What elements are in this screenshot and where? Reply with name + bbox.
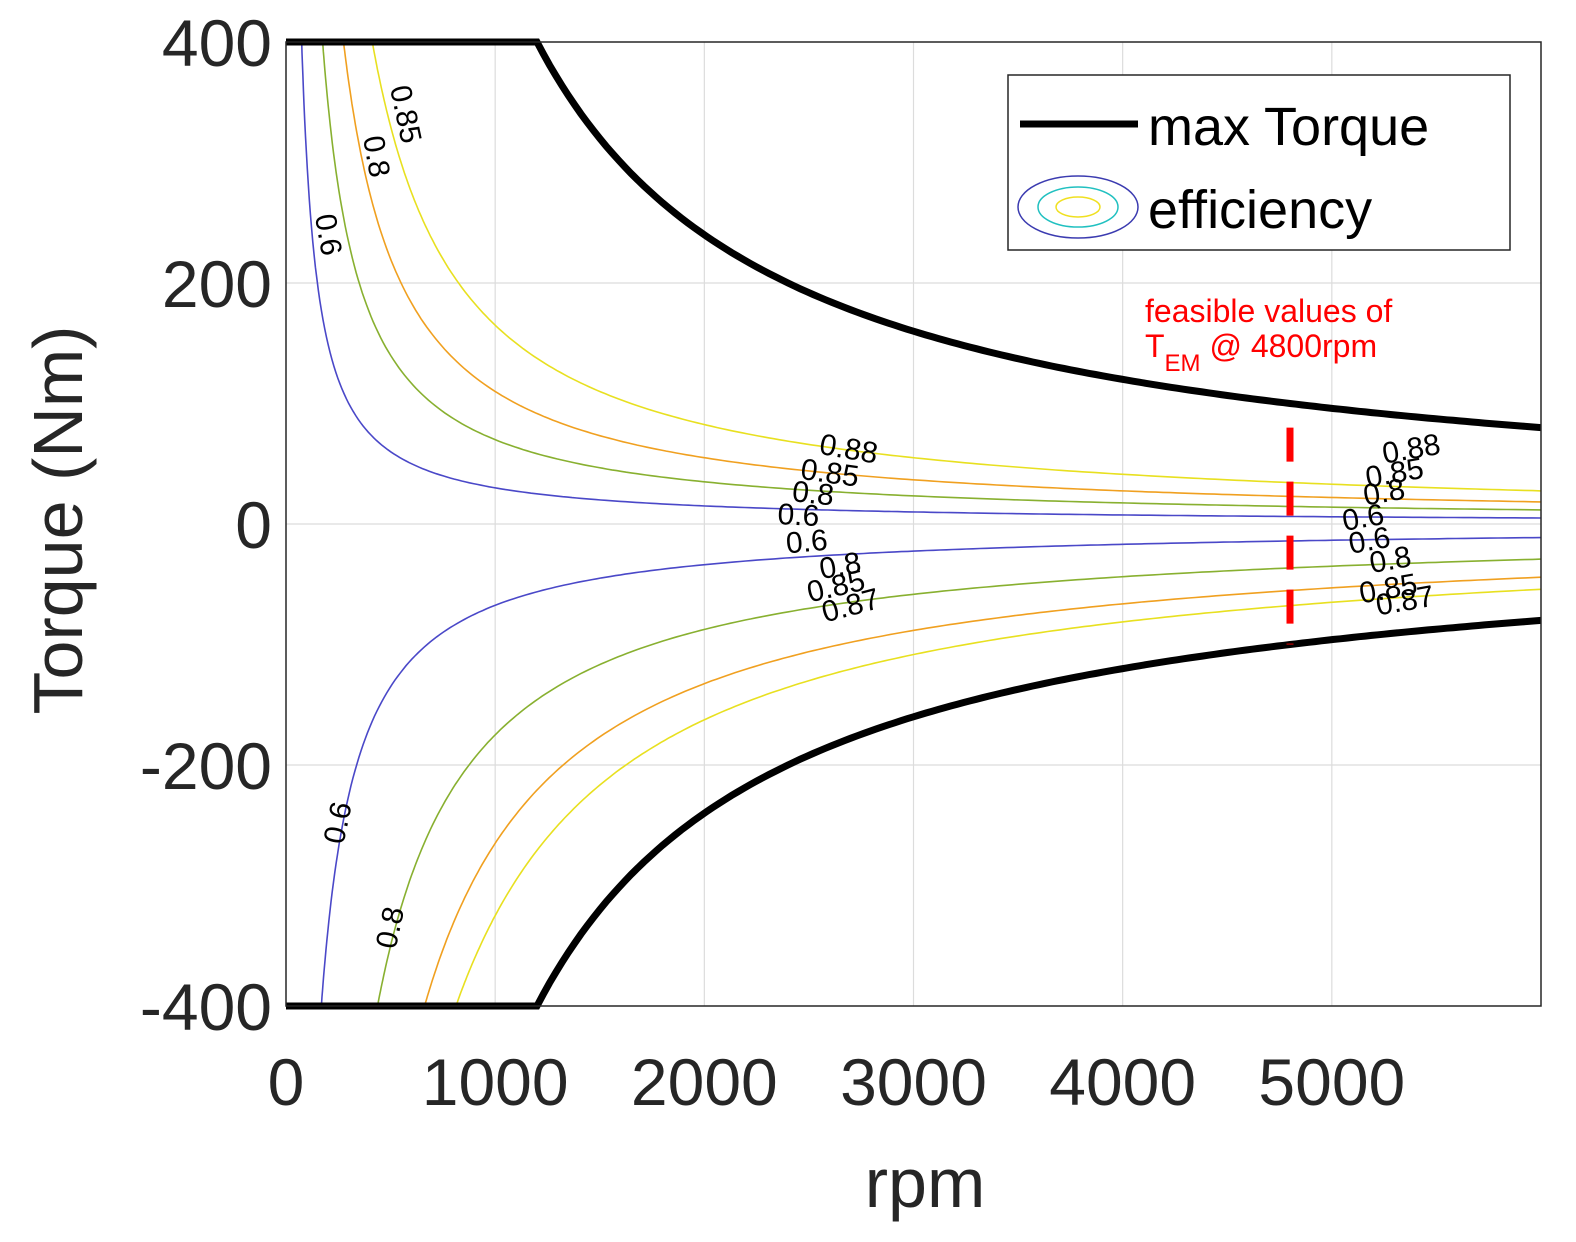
contour-label: 0.6 [777,498,820,533]
contour-label: 0.8 [817,546,864,586]
x-tick-label: 2000 [631,1045,778,1119]
legend-max-torque-label: max Torque [1148,97,1429,157]
contour-label: 0.8 [1361,473,1408,513]
legend: max Torque efficiency [1007,74,1511,251]
max-torque-upper [286,38,1542,432]
x-axis-label: rpm [865,1144,986,1222]
legend-efficiency-label: efficiency [1148,180,1372,240]
contour-label: 0.8 [1367,540,1414,580]
y-tick-label: -400 [140,970,272,1044]
efficiency-contours [300,41,1542,1007]
efficiency-contour-line [320,536,1542,1007]
max-torque-curves [286,38,1542,1010]
legend-contour-inner [1055,196,1101,218]
contour-labels: 0.60.80.850.880.850.80.60.60.80.850.870.… [308,82,1443,951]
annotation: feasible values of TEM @ 4800rpm [1145,293,1392,377]
y-axis-label: Torque (Nm) [19,326,97,715]
y-axis-ticks: -400 -200 0 200 400 [140,6,272,1044]
efficiency-contour-line [342,41,1542,503]
x-axis-ticks: 0 1000 2000 3000 4000 5000 [268,1045,1406,1119]
efficiency-contour-line [371,41,1542,492]
annotation-t-subscript: EM [1165,350,1201,377]
efficiency-contour-line [423,576,1542,1007]
annotation-line2: TEM @ 4800rpm [1145,328,1377,377]
axes-box [285,41,1542,1007]
contour-label: 0.8 [791,475,836,512]
efficiency-contour-line [455,588,1542,1007]
x-tick-label: 0 [268,1045,305,1119]
y-tick-label: 200 [162,247,272,321]
legend-contour-outer [1017,175,1139,239]
legend-contour-middle [1037,186,1119,228]
efficiency-contour-line [321,41,1542,511]
contour-label: 0.6 [308,211,348,258]
efficiency-contour-line [376,558,1542,1007]
x-tick-label: 3000 [840,1045,987,1119]
annotation-t-main: T [1145,328,1165,364]
contour-label: 0.85 [799,453,861,494]
y-tick-label: 0 [235,488,272,562]
annotation-line2-rest: @ 4800rpm [1201,328,1378,364]
legend-efficiency-swatch [1017,175,1139,239]
efficiency-contour-line [300,41,1542,519]
contour-label: 0.8 [356,133,396,180]
legend-box [1007,74,1511,251]
contour-label: 0.6 [785,524,829,561]
max-torque-lower [286,616,1542,1010]
x-tick-label: 1000 [422,1045,569,1119]
x-tick-label: 5000 [1258,1045,1405,1119]
x-tick-label: 4000 [1049,1045,1196,1119]
contour-label: 0.6 [1340,498,1387,538]
y-tick-label: -200 [140,729,272,803]
annotation-line1: feasible values of [1145,293,1392,329]
contour-label: 0.6 [1346,521,1393,561]
y-tick-label: 400 [162,6,272,80]
